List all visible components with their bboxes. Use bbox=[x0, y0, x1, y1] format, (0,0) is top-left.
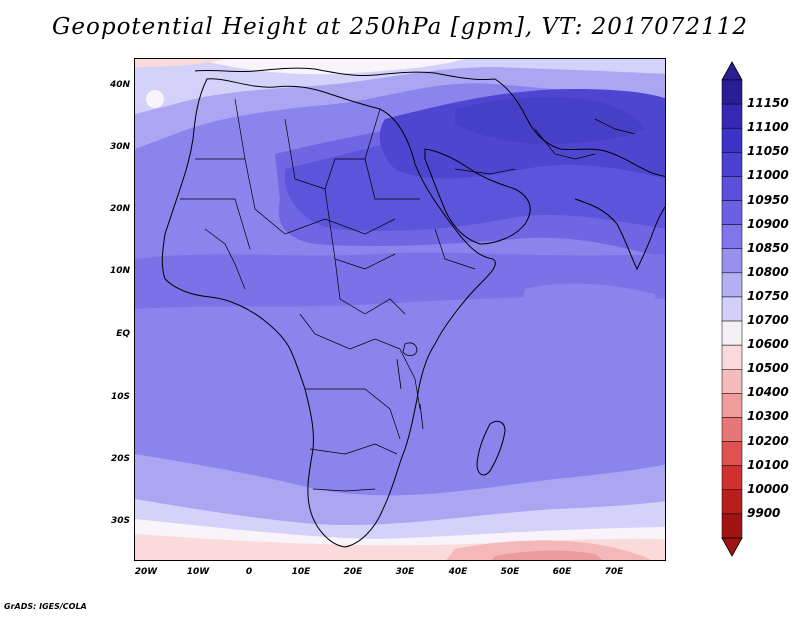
colorbar-label: 11000 bbox=[747, 168, 789, 183]
country-borders bbox=[180, 98, 636, 492]
lon-label-0: 0 bbox=[245, 567, 253, 577]
colorbar-label: 10400 bbox=[747, 385, 789, 400]
lon-label-30e: 30E bbox=[395, 567, 415, 577]
colorbar-label: 11050 bbox=[747, 144, 789, 159]
colorbar-label: 10950 bbox=[747, 192, 789, 207]
lake-tanganyika bbox=[396, 358, 402, 390]
lat-label-10n: 10N bbox=[109, 266, 130, 276]
field-equator-east bbox=[523, 283, 656, 390]
colorbar-swatch bbox=[721, 127, 743, 153]
colorbar-label: 10100 bbox=[747, 457, 789, 472]
colorbar-label: 10300 bbox=[747, 409, 789, 424]
field-north-spot bbox=[146, 90, 164, 108]
colorbar-label: 10850 bbox=[747, 240, 789, 255]
middle-east-coastline bbox=[494, 78, 665, 178]
colorbar-swatch bbox=[721, 103, 743, 129]
africa-coastline bbox=[161, 78, 496, 548]
grads-credit: GrADS: IGES/COLA bbox=[4, 602, 87, 611]
lon-label-70e: 70E bbox=[604, 567, 624, 577]
colorbar-swatch bbox=[721, 465, 743, 491]
colorbar-label: 10800 bbox=[747, 264, 789, 279]
europe-coastline bbox=[194, 67, 496, 80]
lat-label-eq: EQ bbox=[116, 329, 130, 339]
colorbar bbox=[721, 61, 743, 557]
colorbar-swatch bbox=[721, 489, 743, 515]
lake-malawi bbox=[419, 403, 424, 430]
lat-label-30s: 30S bbox=[110, 516, 130, 526]
field-south-red bbox=[446, 540, 652, 560]
colorbar-label: 10750 bbox=[747, 288, 789, 303]
lon-label-60e: 60E bbox=[552, 567, 572, 577]
lake-victoria bbox=[402, 342, 418, 357]
colorbar-label: 10900 bbox=[747, 216, 789, 231]
lon-label-40e: 40E bbox=[448, 567, 468, 577]
lon-label-20w: 20W bbox=[134, 567, 158, 577]
field-high-core bbox=[455, 97, 645, 144]
map-title: Geopotential Height at 250hPa [gpm], VT:… bbox=[52, 14, 748, 40]
lat-label-20s: 20S bbox=[110, 454, 130, 464]
lon-label-10w: 10W bbox=[186, 567, 210, 577]
lon-label-10e: 10E bbox=[291, 567, 311, 577]
lat-label-40n: 40N bbox=[109, 80, 130, 90]
colorbar-swatch bbox=[721, 79, 743, 105]
arabia-coastline bbox=[424, 148, 531, 245]
colorbar-swatch bbox=[721, 320, 743, 346]
colorbar-swatch bbox=[721, 296, 743, 322]
colorbar-swatch bbox=[721, 513, 743, 539]
field-north-pink bbox=[135, 59, 225, 67]
lon-label-50e: 50E bbox=[500, 567, 520, 577]
colorbar-swatch bbox=[721, 393, 743, 418]
india-coastline bbox=[574, 198, 665, 271]
colorbar-swatch bbox=[721, 176, 743, 201]
colorbar-bottom-arrow bbox=[721, 537, 743, 557]
field-equator-light bbox=[227, 337, 271, 379]
colorbar-swatch bbox=[721, 344, 743, 370]
lat-label-30n: 30N bbox=[109, 142, 130, 152]
colorbar-label: 9900 bbox=[747, 505, 781, 520]
colorbar-label: 11150 bbox=[747, 96, 789, 111]
lon-label-20e: 20E bbox=[343, 567, 363, 577]
colorbar-swatch bbox=[721, 441, 743, 466]
field-north-pale bbox=[135, 59, 665, 114]
lat-label-20n: 20N bbox=[109, 204, 130, 214]
lat-label-10s: 10S bbox=[110, 392, 130, 402]
geopotential-map bbox=[135, 59, 665, 560]
colorbar-label: 10700 bbox=[747, 313, 789, 328]
colorbar-swatch bbox=[721, 417, 743, 442]
colorbar-swatch bbox=[721, 224, 743, 249]
colorbar-label: 10200 bbox=[747, 433, 789, 448]
madagascar-coastline bbox=[476, 420, 506, 476]
colorbar-swatch bbox=[721, 272, 743, 298]
colorbar-swatch bbox=[721, 248, 743, 274]
colorbar-swatch bbox=[721, 152, 743, 177]
colorbar-label: 11100 bbox=[747, 120, 789, 135]
field-south-deep-red bbox=[491, 550, 603, 560]
colorbar-label: 10000 bbox=[747, 481, 789, 496]
colorbar-label: 10500 bbox=[747, 361, 789, 376]
colorbar-label: 10600 bbox=[747, 337, 789, 352]
colorbar-top-arrow bbox=[721, 61, 743, 81]
map-panel bbox=[134, 58, 666, 561]
colorbar-swatch bbox=[721, 200, 743, 225]
colorbar-swatch bbox=[721, 369, 743, 394]
